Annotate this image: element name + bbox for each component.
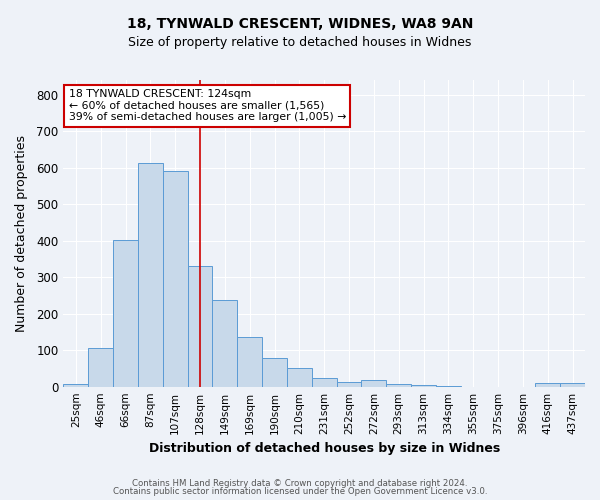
Y-axis label: Number of detached properties: Number of detached properties xyxy=(15,135,28,332)
Bar xyxy=(113,240,138,386)
Bar xyxy=(163,170,188,386)
Bar xyxy=(188,266,212,386)
Bar xyxy=(386,384,411,386)
Bar xyxy=(138,163,163,386)
Bar xyxy=(535,384,560,386)
Bar xyxy=(312,378,337,386)
Bar xyxy=(237,338,262,386)
Text: Contains public sector information licensed under the Open Government Licence v3: Contains public sector information licen… xyxy=(113,487,487,496)
Bar xyxy=(262,358,287,386)
Bar xyxy=(64,384,88,386)
X-axis label: Distribution of detached houses by size in Widnes: Distribution of detached houses by size … xyxy=(149,442,500,455)
Text: 18 TYNWALD CRESCENT: 124sqm
← 60% of detached houses are smaller (1,565)
39% of : 18 TYNWALD CRESCENT: 124sqm ← 60% of det… xyxy=(68,89,346,122)
Bar xyxy=(287,368,312,386)
Bar xyxy=(560,383,585,386)
Bar xyxy=(88,348,113,387)
Bar xyxy=(337,382,361,386)
Bar xyxy=(411,385,436,386)
Text: 18, TYNWALD CRESCENT, WIDNES, WA8 9AN: 18, TYNWALD CRESCENT, WIDNES, WA8 9AN xyxy=(127,18,473,32)
Text: Size of property relative to detached houses in Widnes: Size of property relative to detached ho… xyxy=(128,36,472,49)
Text: Contains HM Land Registry data © Crown copyright and database right 2024.: Contains HM Land Registry data © Crown c… xyxy=(132,478,468,488)
Bar xyxy=(361,380,386,386)
Bar xyxy=(212,300,237,386)
